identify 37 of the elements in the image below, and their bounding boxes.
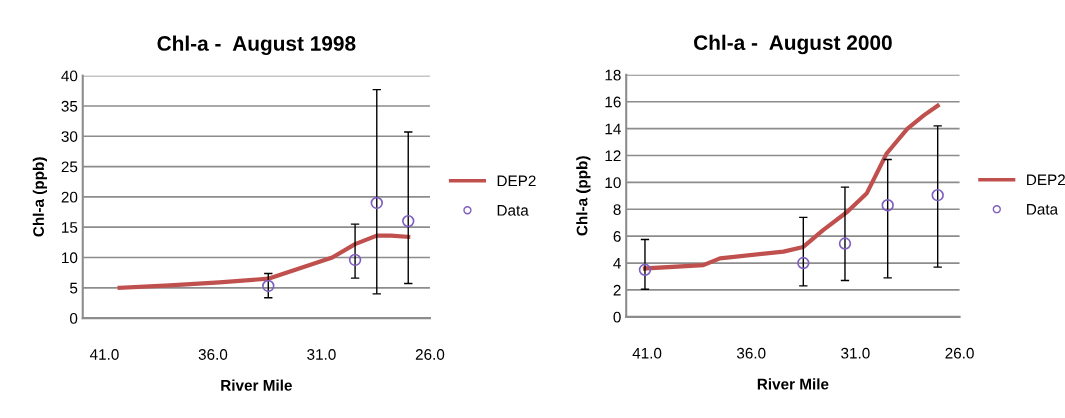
y-tick-label: 16	[605, 96, 621, 108]
chart-title: Chl-a - August 1998	[157, 35, 356, 56]
y-tick-label: 10	[605, 177, 621, 189]
x-axis-title: River Mile	[757, 378, 829, 390]
y-tick-label: 6	[613, 231, 621, 242]
y-tick-label: 8	[613, 204, 621, 215]
y-axis-title: Chl-a (ppb)	[32, 157, 48, 237]
y-tick-label: 20	[61, 191, 78, 203]
x-tick-label: 41.0	[89, 349, 119, 360]
y-tick-label: 5	[70, 282, 78, 294]
y-tick-label: 2	[613, 284, 621, 296]
y-tick-label: 0	[69, 312, 78, 324]
y-tick-label: 40	[61, 70, 78, 82]
legend-label: DEP2	[497, 175, 536, 187]
y-tick-label: 14	[605, 123, 621, 135]
x-tick-label: 26.0	[945, 347, 974, 359]
y-tick-label: 10	[62, 252, 78, 264]
legend-label: Data	[497, 205, 529, 216]
x-tick-label: 31.0	[841, 347, 870, 359]
x-tick-label: 36.0	[198, 349, 228, 360]
x-tick-label: 41.0	[632, 347, 662, 359]
y-tick-label: 15	[62, 222, 78, 233]
chart-title: Chl-a - August 2000	[694, 34, 892, 55]
y-tick-label: 35	[61, 100, 78, 112]
y-axis-title: Chl-a (ppb)	[576, 156, 591, 236]
y-tick-label: 18	[605, 69, 621, 81]
x-axis-title: River Mile	[221, 379, 292, 391]
y-tick-label: 0	[613, 311, 621, 323]
legend-label: Data	[1027, 204, 1059, 215]
legend-label: DEP2	[1027, 174, 1065, 186]
x-tick-label: 36.0	[736, 347, 766, 359]
y-tick-label: 25	[61, 161, 78, 173]
y-tick-label: 4	[613, 258, 621, 269]
x-tick-label: 26.0	[415, 349, 445, 360]
x-tick-label: 31.0	[307, 349, 336, 360]
y-tick-label: 30	[61, 131, 78, 142]
y-tick-label: 12	[605, 150, 621, 162]
